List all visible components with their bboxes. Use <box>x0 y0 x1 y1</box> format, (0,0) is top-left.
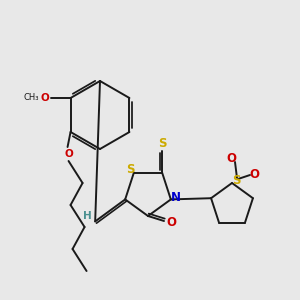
Text: CH₃: CH₃ <box>24 94 39 103</box>
Text: O: O <box>249 169 259 182</box>
Text: N: N <box>171 191 181 204</box>
Text: O: O <box>40 93 49 103</box>
Text: O: O <box>226 152 236 166</box>
Text: O: O <box>64 149 73 159</box>
Text: H: H <box>83 212 92 221</box>
Text: S: S <box>232 175 240 188</box>
Text: O: O <box>166 217 176 230</box>
Text: S: S <box>126 163 134 176</box>
Text: S: S <box>158 137 167 150</box>
